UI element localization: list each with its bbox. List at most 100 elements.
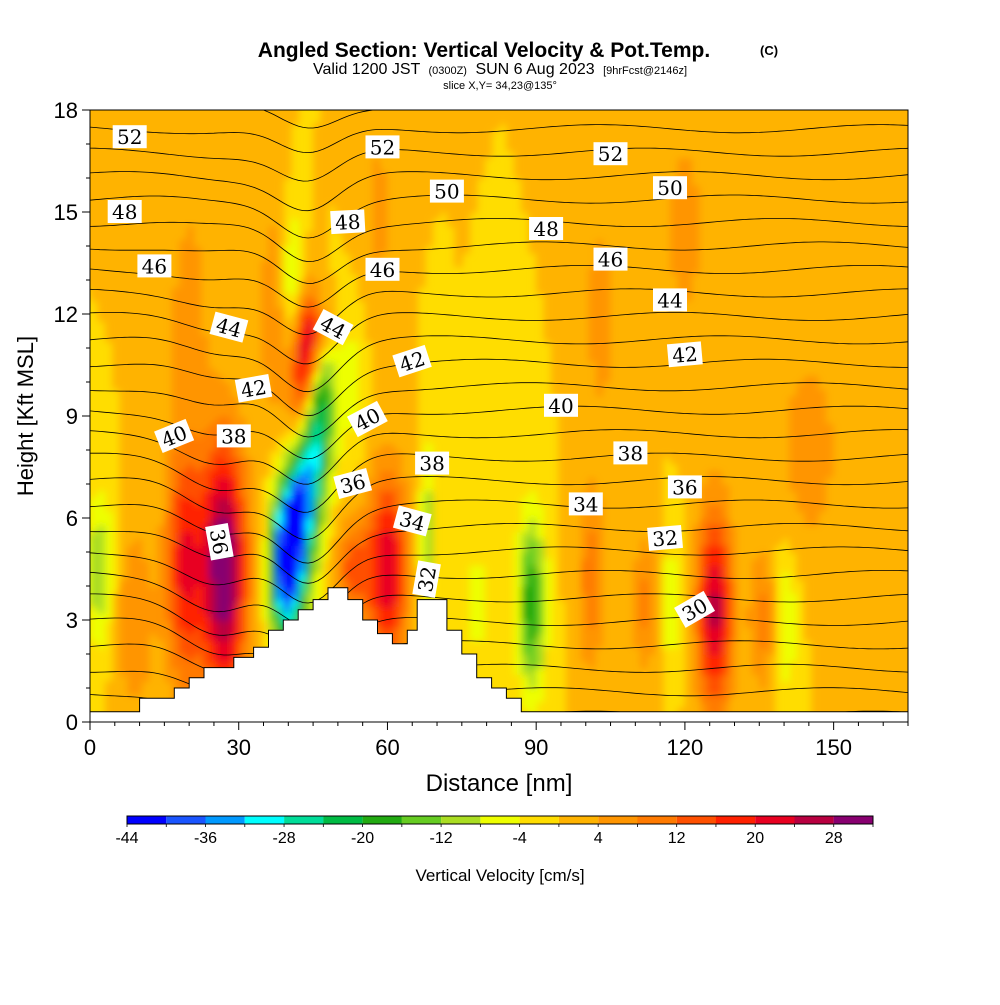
contour-label-text: 32 — [651, 525, 678, 551]
contour-label-text: 46 — [142, 254, 167, 278]
colorbar-swatch — [716, 816, 755, 824]
valid-time-date: SUN 6 Aug 2023 — [475, 61, 594, 78]
colorbar-swatch — [795, 816, 834, 824]
contour-label: 38 — [217, 424, 251, 448]
colorbar-tick-label: -36 — [194, 830, 217, 847]
colorbar-swatch — [402, 816, 441, 824]
contour-label: 50 — [430, 180, 464, 204]
colorbar-tick-label: -20 — [351, 830, 374, 847]
contour-label-text: 46 — [370, 258, 395, 282]
colorbar-swatch — [834, 816, 873, 824]
contour-label: 52 — [366, 135, 400, 159]
x-tick-label: 150 — [815, 735, 852, 760]
chart-title-suffix: (C) — [760, 43, 778, 58]
colorbar-swatch — [520, 816, 559, 824]
contour-label: 34 — [569, 492, 603, 516]
y-tick-label: 18 — [54, 98, 78, 123]
contour-label-text: 38 — [419, 452, 444, 476]
contour-label-text: 46 — [598, 248, 623, 272]
x-tick-label: 90 — [524, 735, 548, 760]
valid-time-utc: (0300Z) — [428, 65, 467, 77]
colorbar-swatch — [206, 816, 245, 824]
contour-label-text: 36 — [205, 527, 233, 556]
colorbar-tick-label: -28 — [272, 830, 295, 847]
forecast-info: [9hrFcst@2146z] — [603, 65, 687, 77]
y-axis-label: Height [Kft MSL] — [13, 336, 38, 496]
y-tick-label: 15 — [54, 200, 78, 225]
colorbar-swatch — [166, 816, 205, 824]
contour-label-text: 42 — [671, 342, 698, 368]
contour-label: 40 — [544, 394, 578, 418]
colorbar-label: Vertical Velocity [cm/s] — [415, 866, 584, 885]
contour-label: 46 — [594, 248, 628, 272]
colorbar-swatch — [559, 816, 598, 824]
colorbar-swatch — [284, 816, 323, 824]
y-tick-label: 3 — [66, 608, 78, 633]
colorbar-swatch — [127, 816, 166, 824]
contour-label-text: 52 — [117, 125, 142, 149]
y-tick-label: 9 — [66, 404, 78, 429]
y-tick-label: 12 — [54, 302, 78, 327]
contour-label: 38 — [613, 441, 647, 465]
contour-label: 46 — [366, 258, 400, 282]
colorbar-tick-label: -44 — [115, 830, 138, 847]
y-tick-label: 6 — [66, 506, 78, 531]
contour-label: 48 — [529, 217, 563, 241]
chart-title: Angled Section: Vertical Velocity & Pot.… — [258, 39, 710, 62]
contour-label-text: 38 — [618, 441, 643, 465]
contour-label: 46 — [137, 254, 171, 278]
contour-label-text: 52 — [598, 142, 623, 166]
contour-label-text: 50 — [657, 176, 682, 200]
x-tick-label: 120 — [667, 735, 704, 760]
colorbar-swatch — [441, 816, 480, 824]
y-axis: 0 3 6 9 12 15 18 — [54, 98, 90, 735]
x-tick-label: 0 — [84, 735, 96, 760]
colorbar-swatch — [677, 816, 716, 824]
contour-label: 42 — [667, 341, 703, 368]
contour-label-text: 44 — [657, 288, 682, 312]
contour-label: 52 — [113, 125, 147, 149]
x-axis-label: Distance [nm] — [426, 770, 573, 797]
colorbar-tick-label: 4 — [594, 830, 603, 847]
contour-label: 32 — [647, 525, 683, 552]
colorbar-swatch — [598, 816, 637, 824]
contour-label-text: 32 — [413, 565, 441, 594]
contour-label: 48 — [108, 200, 142, 224]
colorbar-swatch — [637, 816, 676, 824]
colorbar-tick-label: 12 — [668, 830, 686, 847]
colorbar-swatch — [480, 816, 519, 824]
y-tick-label: 0 — [66, 710, 78, 735]
contour-label-text: 48 — [533, 217, 558, 241]
x-axis: 0 30 60 90 120 150 — [84, 722, 908, 760]
x-tick-label: 60 — [375, 735, 399, 760]
contour-label-text: 34 — [573, 492, 598, 516]
contour-label-text: 50 — [434, 180, 459, 204]
contour-label: 52 — [594, 142, 628, 166]
contour-label-text: 48 — [334, 210, 361, 235]
slice-info: slice X,Y= 34,23@135° — [443, 80, 557, 92]
colorbar-swatch — [245, 816, 284, 824]
contour-label: 44 — [653, 288, 687, 312]
contour-label-text: 36 — [672, 475, 697, 499]
colorbar-swatch — [363, 816, 402, 824]
colorbar-tick-label: -12 — [430, 830, 453, 847]
contour-label-text: 48 — [112, 200, 137, 224]
contour-label: 48 — [330, 209, 365, 235]
contour-label-text: 42 — [239, 375, 268, 403]
contour-label: 36 — [668, 475, 702, 499]
x-tick-label: 30 — [226, 735, 250, 760]
contour-label-text: 52 — [370, 135, 395, 159]
colorbar-tick-label: -4 — [513, 830, 527, 847]
colorbar-tick-label: 20 — [746, 830, 764, 847]
valid-time-line: Valid 1200 JST (0300Z) SUN 6 Aug 2023 [9… — [313, 61, 687, 78]
contour-label: 38 — [415, 452, 449, 476]
colorbar-swatch — [755, 816, 794, 824]
colorbar-swatch — [323, 816, 362, 824]
colorbar-tick-label: 28 — [825, 830, 843, 847]
contour-label-text: 40 — [548, 394, 573, 418]
contour-label: 50 — [653, 176, 687, 200]
